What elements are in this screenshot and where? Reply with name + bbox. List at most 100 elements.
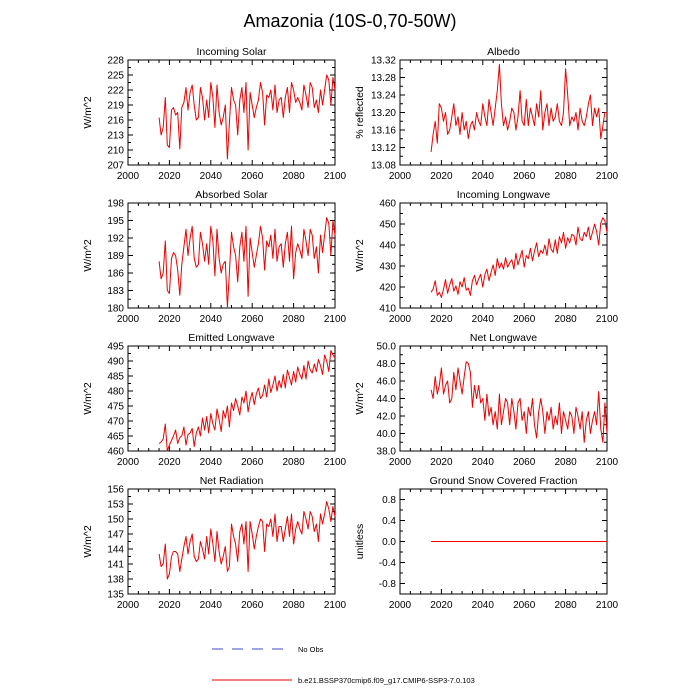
x-tick-label: 2060: [513, 171, 536, 182]
y-tick-label: 0.4: [382, 516, 396, 527]
y-tick-label: 420: [379, 283, 396, 294]
x-tick-label: 2000: [117, 600, 140, 611]
x-tick-label: 2000: [117, 314, 140, 325]
y-tick-label: 213: [107, 131, 124, 142]
series-line: [158, 501, 336, 580]
y-tick-label: 13.12: [371, 143, 396, 154]
y-tick-label: 144: [107, 545, 124, 556]
y-tick-label: 0.8: [382, 495, 396, 506]
x-tick-label: 2040: [472, 600, 495, 611]
y-tick-label: 460: [379, 199, 396, 210]
x-tick-label: 2020: [158, 314, 181, 325]
x-tick-label: 2000: [117, 171, 140, 182]
series-line: [158, 217, 336, 308]
y-tick-label: 186: [107, 269, 124, 280]
x-tick-label: 2000: [389, 171, 412, 182]
x-tick-label: 2080: [554, 600, 577, 611]
y-tick-label: 180: [107, 304, 124, 315]
y-tick-label: 440: [379, 241, 396, 252]
panel-title: Absorbed Solar: [195, 189, 268, 201]
y-tick-label: 156: [107, 485, 124, 496]
x-tick-label: 2080: [282, 457, 305, 468]
panel-6: Net Longwave 38.0 40.0 42.0 44.0 46.0 48.0 50.0…: [354, 332, 619, 468]
x-tick-label: 2020: [430, 314, 453, 325]
panel-2: Albedo 13.08 13.12 13.16 13.20 13.24 13.28 13.3…: [354, 46, 619, 182]
legend-model-label: b.e21.BSSP370cmip6.f09_g17.CMIP6-SSP3-7.…: [298, 676, 475, 685]
x-tick-label: 2060: [513, 314, 536, 325]
y-tick-label: 219: [107, 101, 124, 112]
y-tick-label: 147: [107, 530, 124, 541]
y-tick-label: 135: [107, 590, 124, 601]
y-tick-label: 450: [379, 220, 396, 231]
y-tick-label: 225: [107, 71, 124, 82]
x-tick-label: 2060: [513, 457, 536, 468]
x-tick-label: 2040: [200, 314, 223, 325]
y-tick-label: 40.0: [377, 429, 397, 440]
x-tick-label: 2080: [554, 314, 577, 325]
y-tick-label: 0.0: [382, 537, 396, 548]
y-tick-label: 150: [107, 515, 124, 526]
y-tick-label: 13.32: [371, 56, 396, 67]
plot-frame: [127, 59, 336, 166]
series-line: [158, 74, 336, 160]
y-axis-label: % reflected: [354, 86, 366, 139]
x-tick-label: 2060: [241, 457, 264, 468]
y-tick-label: 480: [107, 387, 124, 398]
y-axis-label: W/m^2: [354, 382, 366, 415]
y-tick-label: 13.24: [371, 91, 396, 102]
x-tick-label: 2020: [158, 600, 181, 611]
x-tick-label: 2080: [554, 171, 577, 182]
y-axis-label: W/m^2: [82, 382, 94, 415]
y-axis-label: W/m^2: [82, 239, 94, 272]
y-tick-label: 44.0: [377, 394, 397, 405]
panel-7: Net Radiation 135 138 141 144 147 150 153 156 200…: [82, 475, 347, 611]
x-tick-label: 2100: [324, 314, 347, 325]
y-axis-label: W/m^2: [82, 96, 94, 129]
x-tick-label: 2100: [324, 600, 347, 611]
x-tick-label: 2100: [324, 171, 347, 182]
y-tick-label: 13.20: [371, 108, 396, 119]
y-tick-label: 46.0: [377, 377, 397, 388]
panel-5: Emitted Longwave 460 465 470 475 480 485 490 495…: [82, 332, 347, 468]
series-line: [430, 361, 608, 443]
x-tick-label: 2020: [430, 171, 453, 182]
x-tick-label: 2100: [324, 457, 347, 468]
panel-title: Emitted Longwave: [188, 332, 275, 344]
x-tick-label: 2100: [596, 314, 619, 325]
y-tick-label: 141: [107, 560, 124, 571]
y-tick-label: 490: [107, 357, 124, 368]
panel-title: Net Longwave: [470, 332, 537, 344]
x-tick-label: 2000: [389, 314, 412, 325]
x-tick-label: 2040: [472, 171, 495, 182]
y-tick-label: 210: [107, 146, 124, 157]
y-tick-label: 198: [107, 199, 124, 210]
x-tick-label: 2000: [117, 457, 140, 468]
y-axis-label: unitless: [354, 524, 366, 560]
x-tick-label: 2060: [241, 171, 264, 182]
y-tick-label: 13.08: [371, 161, 396, 172]
y-tick-label: 475: [107, 402, 124, 413]
x-tick-label: 2000: [389, 457, 412, 468]
series-line: [430, 217, 608, 298]
y-tick-label: 207: [107, 161, 124, 172]
y-axis-label: W/m^2: [354, 239, 366, 272]
panel-title: Albedo: [487, 46, 520, 58]
series-line: [158, 350, 336, 452]
x-tick-label: 2040: [200, 171, 223, 182]
x-tick-label: 2020: [430, 600, 453, 611]
series-line: [430, 63, 607, 152]
y-tick-label: 138: [107, 575, 124, 586]
y-tick-label: 430: [379, 262, 396, 273]
y-tick-label: 42.0: [377, 412, 397, 423]
x-tick-label: 2020: [158, 171, 181, 182]
x-tick-label: 2100: [596, 171, 619, 182]
panel-1: Incoming Solar 207 210 213 216 219 222 225 228 20…: [82, 46, 347, 182]
panel-title: Incoming Longwave: [457, 189, 551, 201]
x-tick-label: 2100: [596, 457, 619, 468]
y-tick-label: 38.0: [377, 447, 397, 458]
panel-4: Incoming Longwave 410 420 430 440 450 460 2000 2…: [354, 189, 619, 325]
y-tick-label: 465: [107, 432, 124, 443]
y-tick-label: 153: [107, 500, 124, 511]
x-tick-label: 2040: [200, 600, 223, 611]
panel-grid: Incoming Solar 207 210 213 216 219 222 225 228 20…: [82, 46, 619, 611]
